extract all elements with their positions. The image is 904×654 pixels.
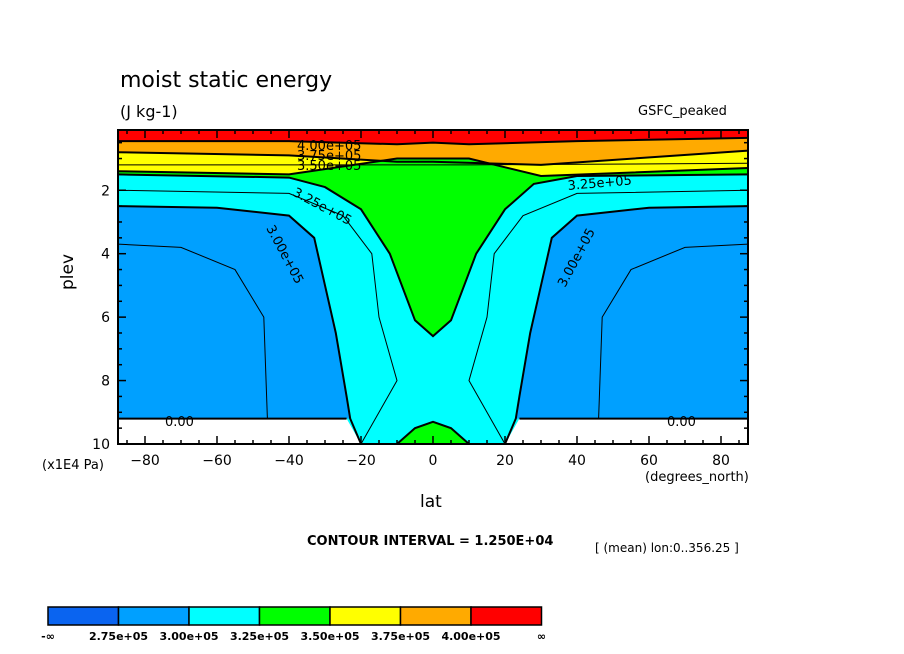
contour-label: 3.25e+05 (567, 173, 632, 194)
colorbar-swatch (47, 606, 120, 626)
colorbar-label: 3.75e+05 (371, 630, 430, 643)
colorbar-swatch (470, 606, 543, 626)
x-tick-label: 20 (496, 453, 514, 469)
colorbar-label: 3.00e+05 (159, 630, 218, 643)
x-axis-label: lat (420, 492, 442, 512)
x-tick-label: 80 (712, 453, 730, 469)
chart-title: moist static energy (120, 68, 333, 93)
chart-units: (J kg-1) (120, 102, 178, 121)
contour-minor-north (468, 189, 749, 445)
contour-3.00e5-south (117, 205, 362, 445)
contour-4.00e5 (118, 136, 749, 146)
contour-minor-south (117, 189, 398, 445)
contour-label: 3.50e+05 (297, 159, 361, 174)
fill-level-1-south (118, 206, 351, 419)
contour-label: 3.75e+05 (297, 149, 361, 164)
x-axis-units: (degrees_north) (645, 470, 749, 485)
colorbar-swatch (258, 606, 331, 626)
contour-3.50e5 (117, 157, 749, 177)
masked-north (505, 418, 748, 444)
x-tick-label: −20 (346, 453, 376, 469)
x-tick-label: 40 (568, 453, 586, 469)
contour-3.25e5 (117, 173, 749, 338)
dataset-label: GSFC_peaked (638, 104, 727, 119)
x-tick-label: −60 (202, 453, 232, 469)
x-tick-label: −80 (130, 453, 160, 469)
masked-south (118, 418, 361, 444)
colorbar-label: 2.75e+05 (89, 630, 148, 643)
contour-minor-upper (118, 162, 749, 166)
y-tick-label: 6 (101, 310, 110, 326)
x-tick-label: 60 (640, 453, 658, 469)
y-tick-label: 10 (92, 437, 110, 453)
contour-3.25e5-surface (396, 420, 470, 445)
contour-minor-north-2 (598, 243, 749, 419)
colorbar-swatch (188, 606, 261, 626)
colorbar-label: -∞ (41, 630, 55, 643)
contour-interval: CONTOUR INTERVAL = 1.250E+04 (307, 534, 554, 549)
y-tick-label: 8 (101, 374, 110, 390)
fill-level-1-north (515, 206, 748, 419)
x-tick-label: −40 (274, 453, 304, 469)
contour-label: 0.00 (667, 415, 696, 430)
contour-3.00e5-north (504, 205, 749, 445)
contour-label: 0.00 (165, 415, 194, 430)
y-tick-label: 4 (101, 247, 110, 263)
colorbar-label: 3.50e+05 (300, 630, 359, 643)
contour-label: 4.00e+05 (297, 139, 361, 154)
colorbar-swatch (117, 606, 190, 626)
y-tick-label: 2 (101, 183, 110, 199)
colorbar-label: 4.00e+05 (441, 630, 500, 643)
colorbar-label: 3.25e+05 (230, 630, 289, 643)
colorbar-swatch (329, 606, 402, 626)
y-axis-units: (x1E4 Pa) (42, 458, 104, 473)
contour-3.75e5 (117, 149, 749, 166)
colorbar-label: ∞ (537, 630, 546, 643)
colorbar-swatch (399, 606, 472, 626)
contour-minor-south-2 (117, 243, 268, 419)
averaging-note: [ (mean) lon:0..356.25 ] (595, 541, 739, 555)
x-tick-label: 0 (429, 453, 438, 469)
